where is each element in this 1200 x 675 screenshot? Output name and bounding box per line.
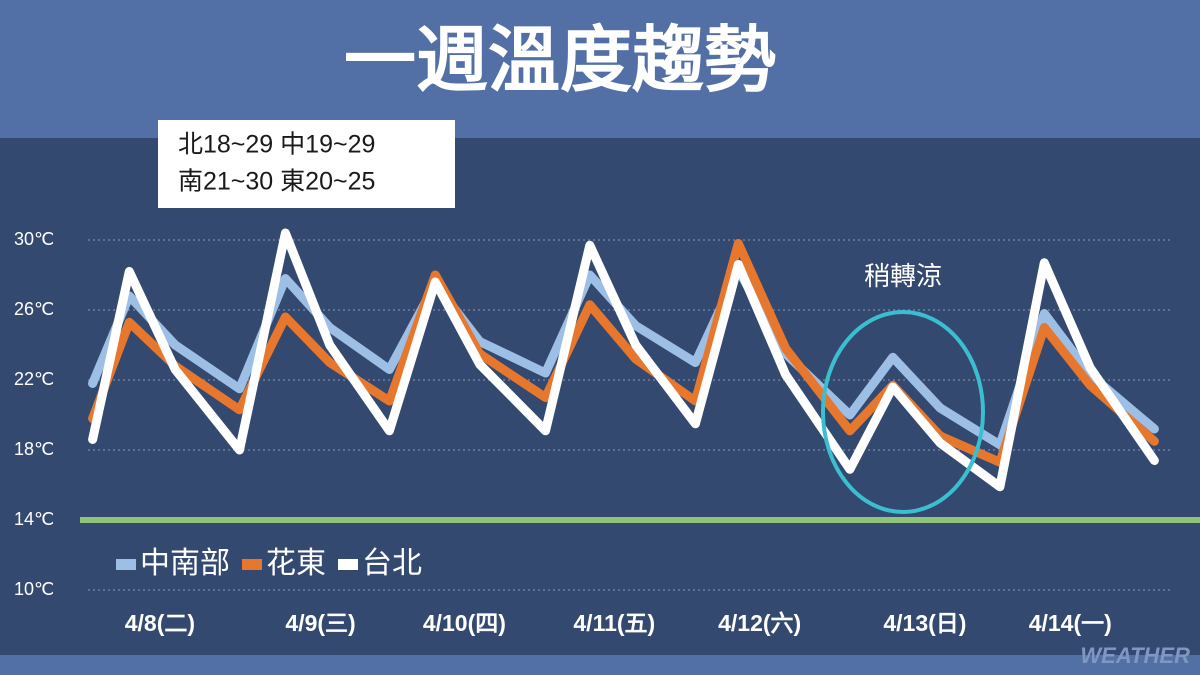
legend-label: 台北 xyxy=(362,547,422,580)
legend-swatch xyxy=(116,559,136,570)
series-line xyxy=(88,239,1159,467)
x-tick-label: 4/9(三) xyxy=(285,610,355,636)
legend-label: 中南部 xyxy=(140,547,230,580)
watermark: WEATHER xyxy=(1080,643,1190,668)
y-tick-label: 22℃ xyxy=(14,369,54,389)
x-tick-label: 4/12(六) xyxy=(718,610,801,636)
x-tick-label: 4/11(五) xyxy=(573,610,655,636)
legend-swatch xyxy=(338,559,358,570)
chart-title: 一週溫度趨勢 xyxy=(344,21,776,101)
y-tick-label: 30℃ xyxy=(14,229,54,249)
legend-label: 花東 xyxy=(266,547,326,580)
x-tick-label: 4/14(一) xyxy=(1029,610,1112,636)
info-box xyxy=(158,120,455,208)
y-tick-label: 18℃ xyxy=(14,439,54,459)
info-line: 北18~29 中19~29 xyxy=(178,131,375,159)
annotation: 稍轉涼 xyxy=(864,261,942,291)
x-tick-label: 4/10(四) xyxy=(423,610,506,636)
x-tick-label: 4/8(二) xyxy=(125,610,195,636)
x-tick-label: 4/13(日) xyxy=(883,610,966,636)
legend-swatch xyxy=(242,559,262,570)
y-tick-label: 26℃ xyxy=(14,299,54,319)
y-tick-label: 14℃ xyxy=(14,509,54,529)
y-tick-label: 10℃ xyxy=(14,579,54,599)
highlight-ellipse xyxy=(821,310,985,514)
info-line: 南21~30 東20~25 xyxy=(178,168,375,196)
